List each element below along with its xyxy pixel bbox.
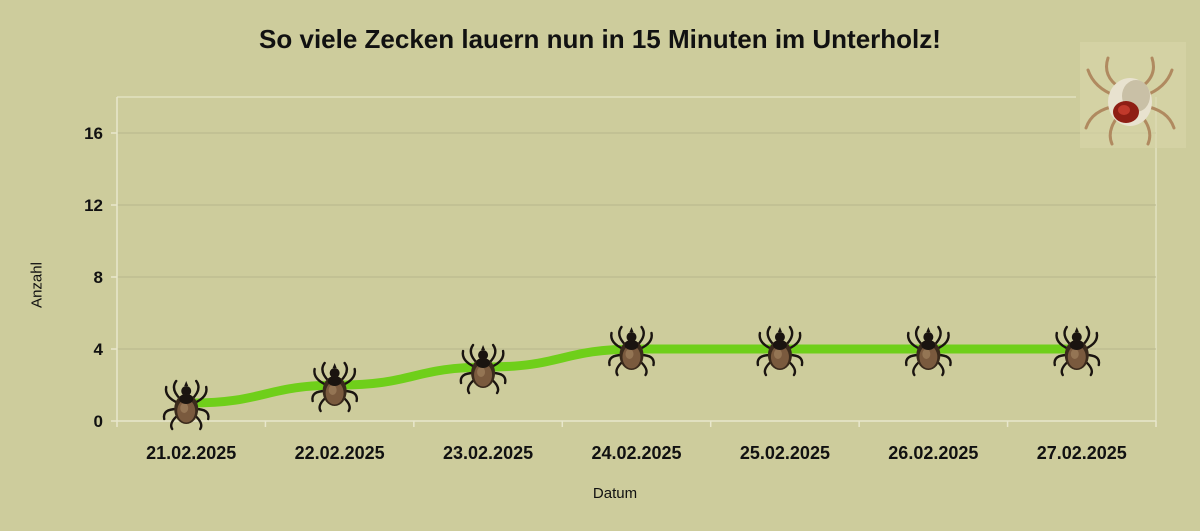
- x-tick-label: 21.02.2025: [146, 443, 236, 463]
- x-tick-label: 23.02.2025: [443, 443, 533, 463]
- y-tick-labels: 0 4 8 12 16: [84, 124, 103, 431]
- y-tick-label: 4: [94, 340, 104, 359]
- y-tick-label: 8: [94, 268, 103, 287]
- marker-layer: [162, 325, 1101, 431]
- axes-layer: [111, 97, 1157, 427]
- chart-title: So viele Zecken lauern nun in 15 Minuten…: [259, 24, 941, 54]
- y-tick-label: 0: [94, 412, 103, 431]
- x-tick-labels: 21.02.2025 22.02.2025 23.02.2025 24.02.2025…: [146, 443, 1127, 463]
- x-tick-label: 22.02.2025: [295, 443, 385, 463]
- x-axis-label: Datum: [592, 485, 638, 502]
- x-tick-label: 26.02.2025: [888, 443, 978, 463]
- y-tick-label: 16: [84, 124, 103, 143]
- x-tick-label: 24.02.2025: [591, 443, 681, 463]
- x-tick-label: 25.02.2025: [740, 443, 830, 463]
- y-tick-label: 12: [84, 196, 103, 215]
- grid-layer: [117, 96, 1157, 421]
- x-tick-label: 27.02.2025: [1037, 443, 1127, 463]
- tick-logo-icon: [1080, 42, 1186, 148]
